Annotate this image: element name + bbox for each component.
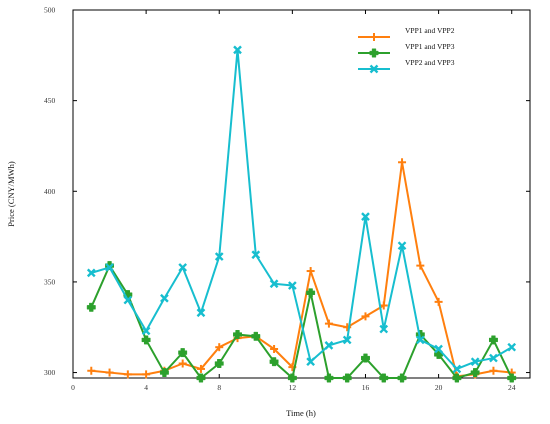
x-axis-title: Time (h) [286,408,316,418]
data-point [306,288,316,298]
data-point [361,312,370,321]
data-point [415,335,425,345]
data-point [178,263,188,272]
x-tick-label: 4 [144,383,148,392]
data-point [324,373,334,383]
data-point [287,373,297,383]
series-2 [86,261,517,383]
data-point [379,301,388,310]
data-point [397,241,407,251]
data-point [379,373,389,383]
data-point [370,33,378,41]
data-point [196,308,206,318]
y-tick-label: 400 [44,187,56,196]
data-point [379,324,389,334]
data-point [196,373,206,383]
y-tick-label: 350 [44,277,56,286]
y-axis-title: Price (CNY/MWh) [6,161,16,227]
plot-frame [72,9,531,379]
y-tick-label: 500 [44,6,56,15]
data-point [306,267,315,276]
data-point [489,366,498,375]
data-point [434,344,443,354]
data-point [123,295,133,305]
x-tick-label: 8 [217,383,221,392]
data-point [434,297,443,306]
data-point [215,343,224,352]
x-tick-label: 20 [435,383,443,392]
series-3 [86,45,517,374]
y-axis-ticks: 300 350 400 450 500 [44,6,530,377]
data-point [452,373,462,383]
data-point [489,353,498,363]
data-point [306,357,315,367]
data-point [470,357,480,367]
data-point [369,48,379,58]
x-tick-label: 0 [71,383,75,392]
legend: VPP1 and VPP2 VPP1 and VPP3 VPP2 and VPP3 [358,26,455,74]
x-tick-label: 16 [362,383,370,392]
data-point [86,268,96,278]
data-point [416,261,425,270]
series-line [90,48,513,370]
data-point [141,335,151,345]
data-point [214,252,224,261]
data-point [269,357,279,367]
data-point [123,370,132,379]
data-point [251,331,261,341]
data-point [361,353,370,363]
data-point [141,326,151,336]
series-line [90,264,513,379]
data-point [87,366,96,375]
data-point [233,330,242,339]
data-point [324,319,333,328]
data-point [488,335,498,345]
data-point [142,370,151,379]
data-point [324,341,334,350]
y-tick-label: 300 [44,368,56,377]
data-point [233,45,242,55]
legend-item: VPP2 and VPP3 [358,58,455,74]
data-point [397,373,407,383]
x-tick-label: 24 [508,383,516,392]
legend-label: VPP2 and VPP3 [405,58,455,67]
x-axis-ticks: 0 4 8 12 16 20 24 [71,10,516,392]
data-point [251,250,261,260]
data-point [288,281,297,290]
data-point [214,359,224,368]
legend-item: VPP1 and VPP3 [358,42,455,58]
y-tick-label: 450 [44,96,56,105]
data-point [507,373,517,383]
data-point [160,293,169,303]
data-point [398,158,407,167]
data-point [361,212,370,222]
data-point [342,373,352,383]
data-point [86,302,96,312]
data-point [196,364,205,373]
series-layer [86,45,517,383]
data-point [159,368,169,378]
data-point [507,342,517,352]
legend-item: VPP1 and VPP2 [358,26,455,41]
x-tick-label: 12 [289,383,297,392]
legend-label: VPP1 and VPP2 [405,26,455,35]
data-point [178,348,188,358]
data-point [105,368,114,377]
series-line [91,161,512,378]
data-point [452,364,462,374]
data-point [270,344,279,353]
data-point [470,368,480,378]
data-point [269,279,279,289]
data-point [369,64,379,74]
series-1 [87,158,516,381]
data-point [178,359,187,368]
data-point [105,263,114,272]
legend-label: VPP1 and VPP3 [405,42,455,51]
data-point [342,335,352,345]
